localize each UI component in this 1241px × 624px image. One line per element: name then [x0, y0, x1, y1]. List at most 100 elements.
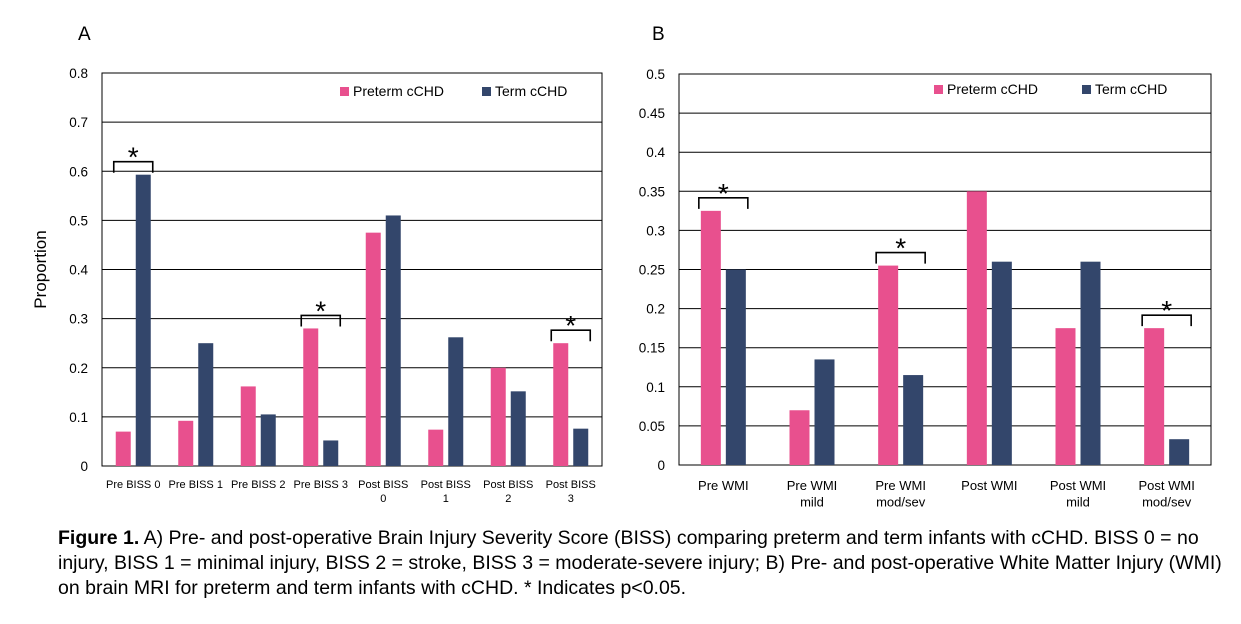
x-tick-label-line: mild: [800, 494, 824, 509]
x-tick-label: Post BISS 2: [483, 479, 533, 505]
significance-bracket: [1141, 314, 1192, 327]
significance-marker: *: [895, 233, 906, 264]
plot-frame: [678, 73, 1212, 466]
legend-label-preterm: Preterm cCHD: [353, 83, 444, 99]
x-tick-label-line: mild: [1066, 494, 1090, 509]
y-tick-label: 0.4: [646, 145, 665, 160]
bar-preterm: [789, 410, 810, 465]
bar-term: [323, 440, 339, 466]
x-tick-label: Post BISS 3: [546, 479, 596, 505]
y-tick-label: 0: [80, 459, 88, 474]
bar-term: [573, 428, 589, 466]
bar-term: [448, 337, 464, 466]
x-tick-label-line: Pre BISS 3: [294, 479, 348, 491]
significance-bracket: [300, 314, 342, 327]
bar-preterm: [428, 429, 444, 466]
x-tick-label-line: mod/sev: [876, 494, 926, 509]
y-tick-label: 0.8: [69, 66, 88, 81]
bar-term: [135, 174, 151, 466]
x-tick-label: Pre BISS 1: [169, 479, 223, 491]
significance-bracket: [112, 160, 154, 173]
legend-label-term: Term cCHD: [1095, 81, 1167, 97]
x-tick-label: Post WMI: [961, 478, 1017, 493]
legend-swatch-preterm: [340, 87, 349, 96]
y-tick-label: 0.5: [69, 213, 88, 228]
bar-preterm: [1144, 328, 1165, 465]
bar-preterm: [966, 191, 987, 466]
x-tick-label-line: Pre WMI: [698, 478, 749, 493]
legend-swatch-preterm: [934, 85, 943, 94]
x-tick-label: Pre BISS 2: [231, 479, 285, 491]
y-tick-label: 0.1: [646, 380, 665, 395]
x-tick-label: Post BISS 1: [421, 479, 471, 505]
significance-bracket: [550, 329, 592, 342]
y-tick-label: 0.35: [639, 184, 665, 199]
bar-preterm: [115, 431, 131, 466]
x-tick-label-line: Post WMI: [1138, 478, 1194, 493]
x-tick-label-line: Post BISS: [358, 479, 408, 491]
x-tick-label: Post BISS 0: [358, 479, 408, 505]
figure-charts: A 0 0.1 0.2 0.3 0.4 0.5 0.6 0.7 0.8 Proportion Pre …: [31, 24, 1212, 509]
x-tick-label-line: mod/sev: [1142, 494, 1192, 509]
x-tick-label-line: Post WMI: [961, 478, 1017, 493]
x-tick-label-line: Post BISS: [483, 479, 533, 491]
legend-swatch-term: [1082, 85, 1091, 94]
bar-preterm: [553, 343, 569, 466]
y-tick-label: 0.45: [639, 106, 665, 121]
bar-preterm: [878, 265, 899, 465]
y-tick-label: 0.5: [646, 67, 665, 82]
y-tick-label: 0.2: [646, 302, 665, 317]
bar-term: [510, 391, 526, 466]
x-tick-label-line: Pre WMI: [875, 478, 926, 493]
bar-term: [903, 375, 924, 465]
bar-preterm: [1055, 328, 1076, 465]
caption-lead: Figure 1.: [58, 527, 140, 549]
y-tick-label: 0.3: [646, 223, 665, 238]
x-tick-label: Pre WMI mild: [787, 478, 838, 509]
significance-marker: *: [718, 178, 729, 209]
x-tick-label-line: Post WMI: [1050, 478, 1106, 493]
bar-term: [1080, 261, 1101, 465]
bar-preterm: [178, 420, 194, 466]
chart-panel-a: A 0 0.1 0.2 0.3 0.4 0.5 0.6 0.7 0.8 Proportion Pre …: [31, 24, 603, 505]
bar-preterm: [700, 210, 721, 465]
chart-panel-b: B 0 0.05 0.1 0.15 0.2 0.25 0.3 0.35 0.4 0.45 0.5 Pre…: [639, 24, 1212, 509]
legend-label-term: Term cCHD: [495, 83, 567, 99]
y-axis-label: Proportion: [31, 230, 50, 308]
significance-marker: *: [128, 142, 139, 173]
x-tick-label-line: Pre BISS 1: [169, 479, 223, 491]
bar-preterm: [303, 328, 319, 466]
x-tick-label: Post WMI mild: [1050, 478, 1106, 509]
bar-term: [260, 414, 276, 466]
significance-marker: *: [1161, 295, 1172, 326]
y-tick-label: 0.7: [69, 115, 88, 130]
x-tick-label: Pre WMI mod/sev: [875, 478, 926, 509]
significance-bracket: [875, 251, 926, 264]
bar-term: [725, 269, 746, 465]
figure-caption: Figure 1. A) Pre- and post-operative Bra…: [58, 526, 1228, 601]
x-tick-label-line: Pre BISS 2: [231, 479, 285, 491]
bar-term: [198, 343, 214, 466]
bar-term: [385, 215, 401, 466]
x-tick-label-line: Post BISS: [421, 479, 471, 491]
bar-term: [991, 261, 1012, 465]
bar-term: [814, 359, 835, 465]
bar-preterm: [365, 232, 381, 466]
x-tick-label: Post WMI mod/sev: [1138, 478, 1194, 509]
y-tick-label: 0.05: [639, 419, 665, 434]
y-tick-label: 0: [657, 458, 665, 473]
legend-swatch-term: [482, 87, 491, 96]
y-tick-label: 0.4: [69, 263, 88, 278]
x-tick-label-line: 0: [380, 493, 386, 505]
x-tick-label-line: 1: [443, 493, 449, 505]
bar-term: [1169, 439, 1190, 465]
bar-preterm: [490, 367, 506, 466]
y-tick-label: 0.15: [639, 341, 665, 356]
x-tick-label-line: Pre WMI: [787, 478, 838, 493]
x-tick-label: Pre BISS 0: [106, 479, 160, 491]
y-tick-label: 0.2: [69, 361, 88, 376]
x-tick-label: Pre BISS 3: [294, 479, 348, 491]
y-tick-label: 0.1: [69, 410, 88, 425]
legend-label-preterm: Preterm cCHD: [947, 81, 1038, 97]
significance-bracket: [698, 197, 749, 209]
